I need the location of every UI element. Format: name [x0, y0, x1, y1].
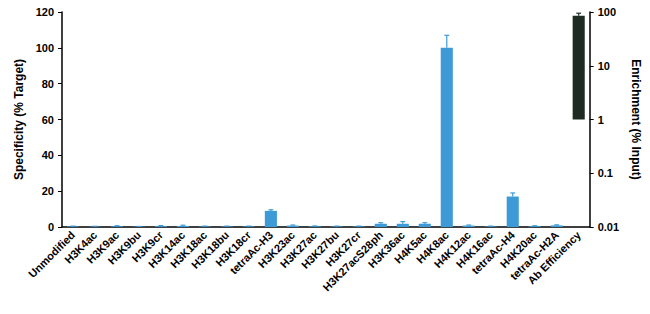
svg-text:H3K23ac: H3K23ac — [255, 228, 298, 271]
svg-text:H3K4ac: H3K4ac — [62, 228, 100, 266]
svg-text:H3K27acS28ph: H3K27acS28ph — [320, 228, 386, 294]
svg-text:Specificity (% Target): Specificity (% Target) — [12, 59, 26, 180]
svg-text:H3K9cr: H3K9cr — [129, 228, 166, 265]
svg-text:10: 10 — [598, 60, 610, 72]
svg-text:Enrichment (% Input): Enrichment (% Input) — [629, 59, 643, 180]
svg-text:Ab Efficiency: Ab Efficiency — [525, 228, 583, 286]
svg-text:tetraAc-H3: tetraAc-H3 — [227, 228, 276, 277]
svg-text:H3K18cr: H3K18cr — [213, 228, 254, 269]
svg-text:1: 1 — [598, 114, 604, 126]
svg-text:H4K16ac: H4K16ac — [453, 228, 495, 271]
svg-text:100: 100 — [598, 6, 616, 18]
svg-text:0: 0 — [48, 221, 54, 233]
svg-text:100: 100 — [36, 42, 54, 54]
svg-text:H3K9ac: H3K9ac — [84, 228, 122, 266]
svg-text:120: 120 — [36, 6, 54, 18]
svg-text:tetraAc-H4: tetraAc-H4 — [469, 228, 517, 277]
svg-text:H4K8ac: H4K8ac — [414, 228, 451, 266]
svg-text:H3K27bu: H3K27bu — [298, 228, 342, 271]
svg-text:H4K20ac: H4K20ac — [497, 228, 539, 271]
svg-text:H4K12ac: H4K12ac — [431, 228, 473, 271]
svg-text:0.01: 0.01 — [598, 221, 619, 233]
svg-text:H3K14ac: H3K14ac — [145, 228, 188, 271]
svg-text:H3K18bu: H3K18bu — [189, 228, 232, 271]
svg-text:H3K36ac: H3K36ac — [365, 228, 407, 271]
svg-text:H3K18ac: H3K18ac — [167, 228, 210, 271]
svg-text:20: 20 — [42, 185, 54, 197]
svg-text:H3K27cr: H3K27cr — [323, 228, 364, 269]
svg-text:Unmodified: Unmodified — [26, 228, 78, 280]
svg-text:H3K9bu: H3K9bu — [105, 228, 144, 267]
svg-text:H3K27ac: H3K27ac — [277, 228, 320, 271]
svg-text:0.1: 0.1 — [598, 167, 613, 179]
svg-text:80: 80 — [42, 78, 54, 90]
svg-text:tetraAc-H2A: tetraAc-H2A — [507, 228, 561, 283]
svg-text:40: 40 — [42, 149, 54, 161]
svg-text:H4K5ac: H4K5ac — [392, 228, 429, 266]
svg-text:60: 60 — [42, 114, 54, 126]
